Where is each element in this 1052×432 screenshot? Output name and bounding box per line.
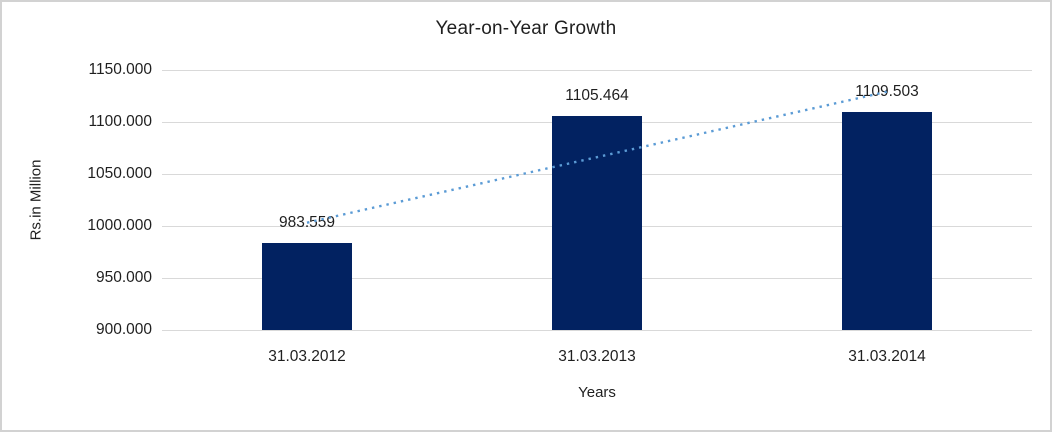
gridline (162, 69, 1032, 71)
y-axis-tick-label: 1150.000 (88, 61, 153, 78)
y-axis-tick-label: 1100.000 (88, 113, 153, 130)
y-axis-tick-label: 900.000 (95, 321, 152, 338)
y-axis-tick-label: 950.000 (95, 269, 152, 286)
bar-31.03.2013 (552, 116, 642, 330)
x-axis-title: Years (578, 384, 616, 401)
x-axis-tick-label: 31.03.2012 (268, 348, 346, 365)
trendline (306, 90, 888, 224)
x-axis-tick-label: 31.03.2014 (848, 348, 926, 365)
chart-title: Year-on-Year Growth (435, 18, 617, 39)
gridline (162, 329, 1032, 331)
y-axis-tick-label: 1000.000 (87, 217, 152, 234)
y-axis-tick-label: 1050.000 (87, 165, 152, 182)
bar-31.03.2012 (262, 243, 352, 330)
bar-31.03.2014 (842, 112, 932, 330)
bar-data-label: 1105.464 (565, 87, 629, 105)
x-axis-tick-label: 31.03.2013 (558, 348, 636, 365)
